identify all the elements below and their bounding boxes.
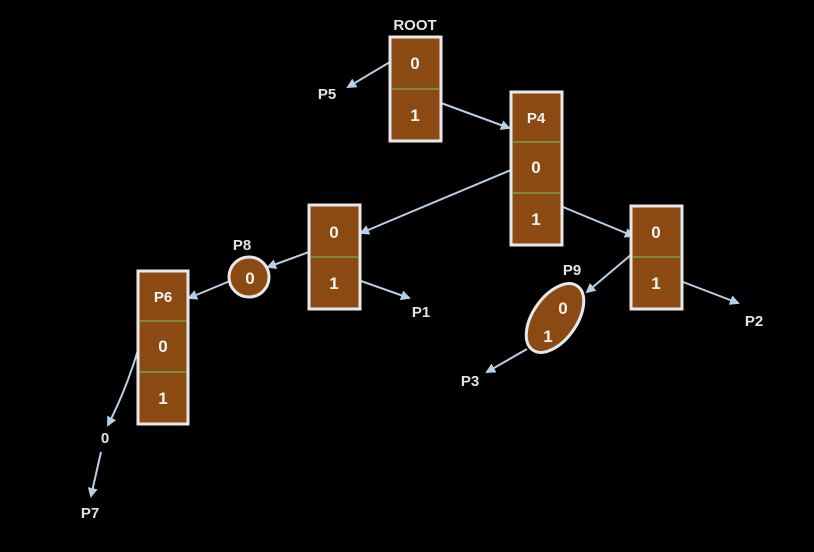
leaf-p5: P5 bbox=[318, 86, 336, 103]
node-b-cell-0: 0 bbox=[651, 223, 660, 242]
node-a: 0 1 bbox=[307, 203, 362, 311]
node-b: 0 1 bbox=[629, 204, 684, 311]
node-a-cell-1: 1 bbox=[329, 274, 338, 293]
root-node: 0 1 bbox=[388, 35, 443, 143]
p8-label: P8 bbox=[233, 237, 251, 254]
p9-node: 0 1 bbox=[524, 282, 586, 354]
leaf-p2: P2 bbox=[745, 313, 763, 330]
edge-nodeB-p2 bbox=[682, 281, 740, 305]
edge-nodeA-p8 bbox=[266, 251, 310, 269]
root-title: ROOT bbox=[393, 17, 436, 34]
node-b-cell-1: 1 bbox=[651, 274, 660, 293]
leaf-p3: P3 bbox=[461, 373, 479, 390]
leaf-zero: 0 bbox=[101, 430, 109, 447]
edge-p4-nodeA bbox=[359, 169, 512, 235]
p6-cell-0: 0 bbox=[158, 337, 167, 356]
leaf-p7: P7 bbox=[81, 505, 99, 522]
p6-cell-label: P6 bbox=[154, 289, 172, 306]
root-cell-0: 0 bbox=[410, 54, 419, 73]
edge-p4-nodeB bbox=[562, 206, 635, 238]
p8-value: 0 bbox=[245, 269, 254, 288]
edge-nodeA-p1 bbox=[360, 280, 411, 301]
p4-cell-0: 0 bbox=[531, 158, 540, 177]
edge-nodeB-p9 bbox=[585, 253, 633, 294]
leaf-p1: P1 bbox=[412, 304, 430, 321]
edge-p6-zero bbox=[107, 349, 139, 427]
p4-cell-label: P4 bbox=[527, 110, 546, 127]
p8-node: 0 bbox=[227, 255, 271, 299]
p6-node: P6 0 1 bbox=[136, 269, 190, 426]
p6-cell-1: 1 bbox=[158, 389, 167, 408]
p9-value-0: 0 bbox=[558, 299, 567, 318]
p9-value-1: 1 bbox=[543, 327, 552, 346]
node-a-cell-0: 0 bbox=[329, 223, 338, 242]
p4-cell-1: 1 bbox=[531, 210, 540, 229]
edges bbox=[87, 61, 740, 498]
edge-p8-p6 bbox=[187, 280, 231, 300]
p9-label: P9 bbox=[563, 262, 581, 279]
edge-root-p4 bbox=[440, 102, 511, 130]
edge-root-p5 bbox=[346, 61, 391, 89]
p4-node: P4 0 1 bbox=[509, 90, 564, 247]
edge-p9-p3 bbox=[485, 348, 528, 373]
root-cell-1: 1 bbox=[410, 106, 419, 125]
edge-zero-p7 bbox=[87, 451, 102, 498]
